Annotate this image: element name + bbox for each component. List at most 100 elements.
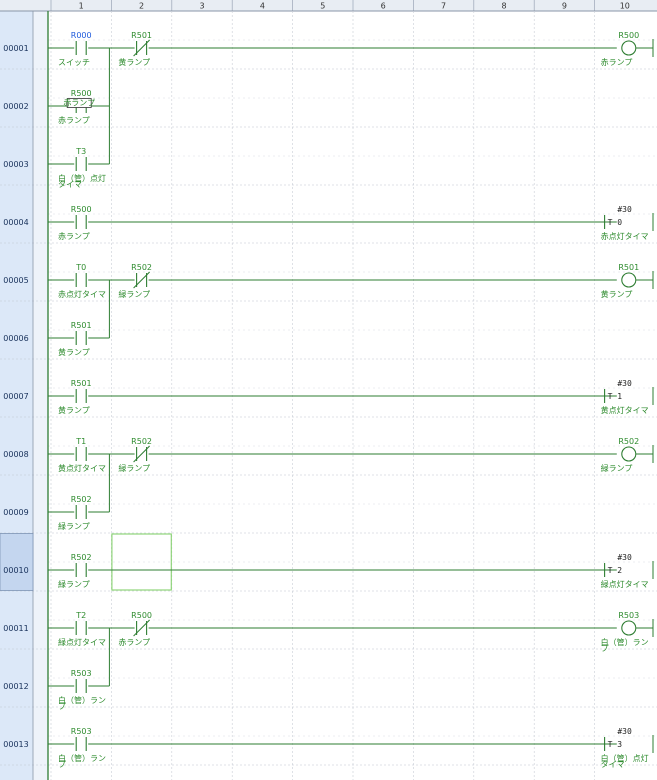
left-margin: [33, 11, 48, 780]
contact-address: R502: [131, 437, 152, 446]
coil-R502[interactable]: R502 緑ランプ: [601, 437, 653, 473]
coil-R503[interactable]: R503 白（管）ランプ: [601, 611, 653, 653]
row-number-label[interactable]: 00001: [3, 44, 28, 53]
row-number[interactable]: 00012: [3, 682, 28, 691]
contact-address: R500: [131, 611, 152, 620]
no-contact-T1[interactable]: T1 黄点灯タイマ: [58, 437, 106, 473]
no-contact-R503[interactable]: R503 白（管）ランプ: [58, 727, 106, 769]
timer-comment: 赤点灯タイマ: [601, 231, 649, 241]
coil-comment: 緑ランプ: [601, 463, 633, 473]
no-contact-R000[interactable]: R000 スイッチ: [58, 31, 92, 67]
contact-address: T3: [75, 147, 86, 156]
row-number-label[interactable]: 00008: [3, 450, 28, 459]
no-contact-T0[interactable]: T0 赤点灯タイマ: [58, 263, 106, 299]
row-number[interactable]: 00003: [3, 160, 28, 169]
contact-slash: [133, 445, 150, 463]
column-header-6[interactable]: 6: [381, 2, 386, 11]
nc-contact-R502[interactable]: R502 緑ランプ: [118, 437, 152, 473]
contact-slash: [133, 39, 150, 57]
row-number[interactable]: 00001: [3, 44, 28, 53]
contact-tag-box: [66, 98, 92, 108]
column-header-3[interactable]: 3: [199, 2, 204, 11]
row-number-label[interactable]: 00007: [3, 392, 28, 401]
no-contact-R501[interactable]: R501 黄ランプ: [58, 321, 92, 357]
no-contact-R501[interactable]: R501 黄ランプ: [58, 379, 92, 415]
row-number[interactable]: 00011: [3, 624, 28, 633]
rung-00006: 00006 R501 黄ランプ: [3, 280, 110, 357]
row-number-label[interactable]: 00010: [3, 566, 28, 575]
coil-comment: 赤ランプ: [601, 58, 633, 67]
column-header-7[interactable]: 7: [441, 2, 446, 11]
timer-T 0[interactable]: T 0 #30 赤点灯タイマ: [601, 205, 649, 241]
contact-address: R502: [71, 495, 92, 504]
column-header-bar: [0, 0, 657, 11]
row-number[interactable]: 00010: [0, 533, 34, 591]
row-number-label[interactable]: 00013: [3, 740, 28, 749]
row-number-label[interactable]: 00003: [3, 160, 28, 169]
timer-T 3[interactable]: T 3 #30 白（管）点灯タイマ: [601, 727, 649, 769]
nc-contact-R500[interactable]: R500 赤ランプ: [118, 611, 152, 647]
contact-comment: 緑点灯タイマ: [58, 637, 106, 647]
column-header-9[interactable]: 9: [562, 2, 567, 11]
row-number[interactable]: 00008: [3, 450, 28, 459]
contact-gap: [74, 278, 89, 282]
row-number-label[interactable]: 00009: [3, 508, 28, 517]
coil-address: R503: [618, 611, 639, 620]
coil-address: R500: [618, 31, 639, 40]
row-number-label[interactable]: 00011: [3, 624, 28, 633]
coil-R501[interactable]: R501 黄ランプ: [601, 263, 653, 299]
nc-contact-R502[interactable]: R502 緑ランプ: [118, 263, 152, 299]
row-number[interactable]: 00013: [3, 740, 28, 749]
rung-00013: 00013 R503 白（管）ランプ T 3 #30 白（管）点灯タイマ: [3, 727, 654, 769]
row-number-label[interactable]: 00005: [3, 276, 28, 285]
row-number-label[interactable]: 00002: [3, 102, 28, 111]
row-number[interactable]: 00006: [3, 334, 28, 343]
column-header-1[interactable]: 1: [79, 2, 84, 11]
row-number[interactable]: 00002: [3, 102, 28, 111]
coil-R500[interactable]: R500 赤ランプ: [601, 31, 653, 67]
no-contact-T3[interactable]: T3 白（管）点灯タイマ: [58, 147, 106, 189]
contact-comment: 黄ランプ: [118, 57, 150, 67]
contact-comment: 赤ランプ: [58, 232, 90, 241]
rung-00012: 00012 R503 白（管）ランプ: [3, 628, 110, 711]
contact-comment: 赤ランプ: [118, 638, 150, 647]
column-header-4[interactable]: 4: [260, 2, 265, 11]
contact-comment: 白（管）ラン: [58, 753, 106, 763]
column-header-8[interactable]: 8: [501, 2, 506, 11]
contact-gap: [74, 220, 89, 224]
column-header-5[interactable]: 5: [320, 2, 325, 11]
no-contact-T2[interactable]: T2 緑点灯タイマ: [58, 611, 106, 647]
contact-comment: 黄ランプ: [58, 347, 90, 357]
no-contact-R502[interactable]: R502 緑ランプ: [58, 553, 92, 589]
contact-comment: 赤点灯タイマ: [58, 289, 106, 299]
timer-preset: #30: [617, 205, 632, 214]
nc-contact-R501[interactable]: R501 黄ランプ: [118, 31, 152, 67]
contact-comment: 緑ランプ: [118, 463, 150, 473]
row-number[interactable]: 00005: [3, 276, 28, 285]
timer-T 1[interactable]: T 1 #30 黄点灯タイマ: [601, 379, 649, 415]
contact-comment-2: プ: [58, 702, 66, 711]
cell-cursor[interactable]: [111, 533, 172, 591]
row-number[interactable]: 00007: [3, 392, 28, 401]
column-header-2[interactable]: 2: [139, 2, 144, 11]
row-number-label[interactable]: 00004: [3, 218, 28, 227]
contact-slash: [133, 619, 150, 637]
no-contact-R503[interactable]: R503 白（管）ランプ: [58, 669, 106, 711]
row-number-label[interactable]: 00006: [3, 334, 28, 343]
column-header-10[interactable]: 10: [620, 2, 630, 11]
contact-gap: [74, 510, 89, 514]
coil-symbol: [621, 272, 637, 288]
row-number[interactable]: 00004: [3, 218, 28, 227]
coil-symbol: [621, 620, 637, 636]
no-contact-R500[interactable]: R500 赤ランプ: [58, 205, 92, 241]
row-number[interactable]: 00009: [3, 508, 28, 517]
row-number-label[interactable]: 00012: [3, 682, 28, 691]
timer-preset: #30: [617, 727, 632, 736]
contact-address: T2: [75, 611, 86, 620]
contact-address: R501: [131, 31, 152, 40]
timer-T 2[interactable]: T 2 #30 緑点灯タイマ: [601, 553, 649, 589]
no-contact-R502[interactable]: R502 緑ランプ: [58, 495, 92, 531]
rung-00004: 00004 R500 赤ランプ T 0 #30 赤点灯タイマ: [3, 205, 654, 241]
